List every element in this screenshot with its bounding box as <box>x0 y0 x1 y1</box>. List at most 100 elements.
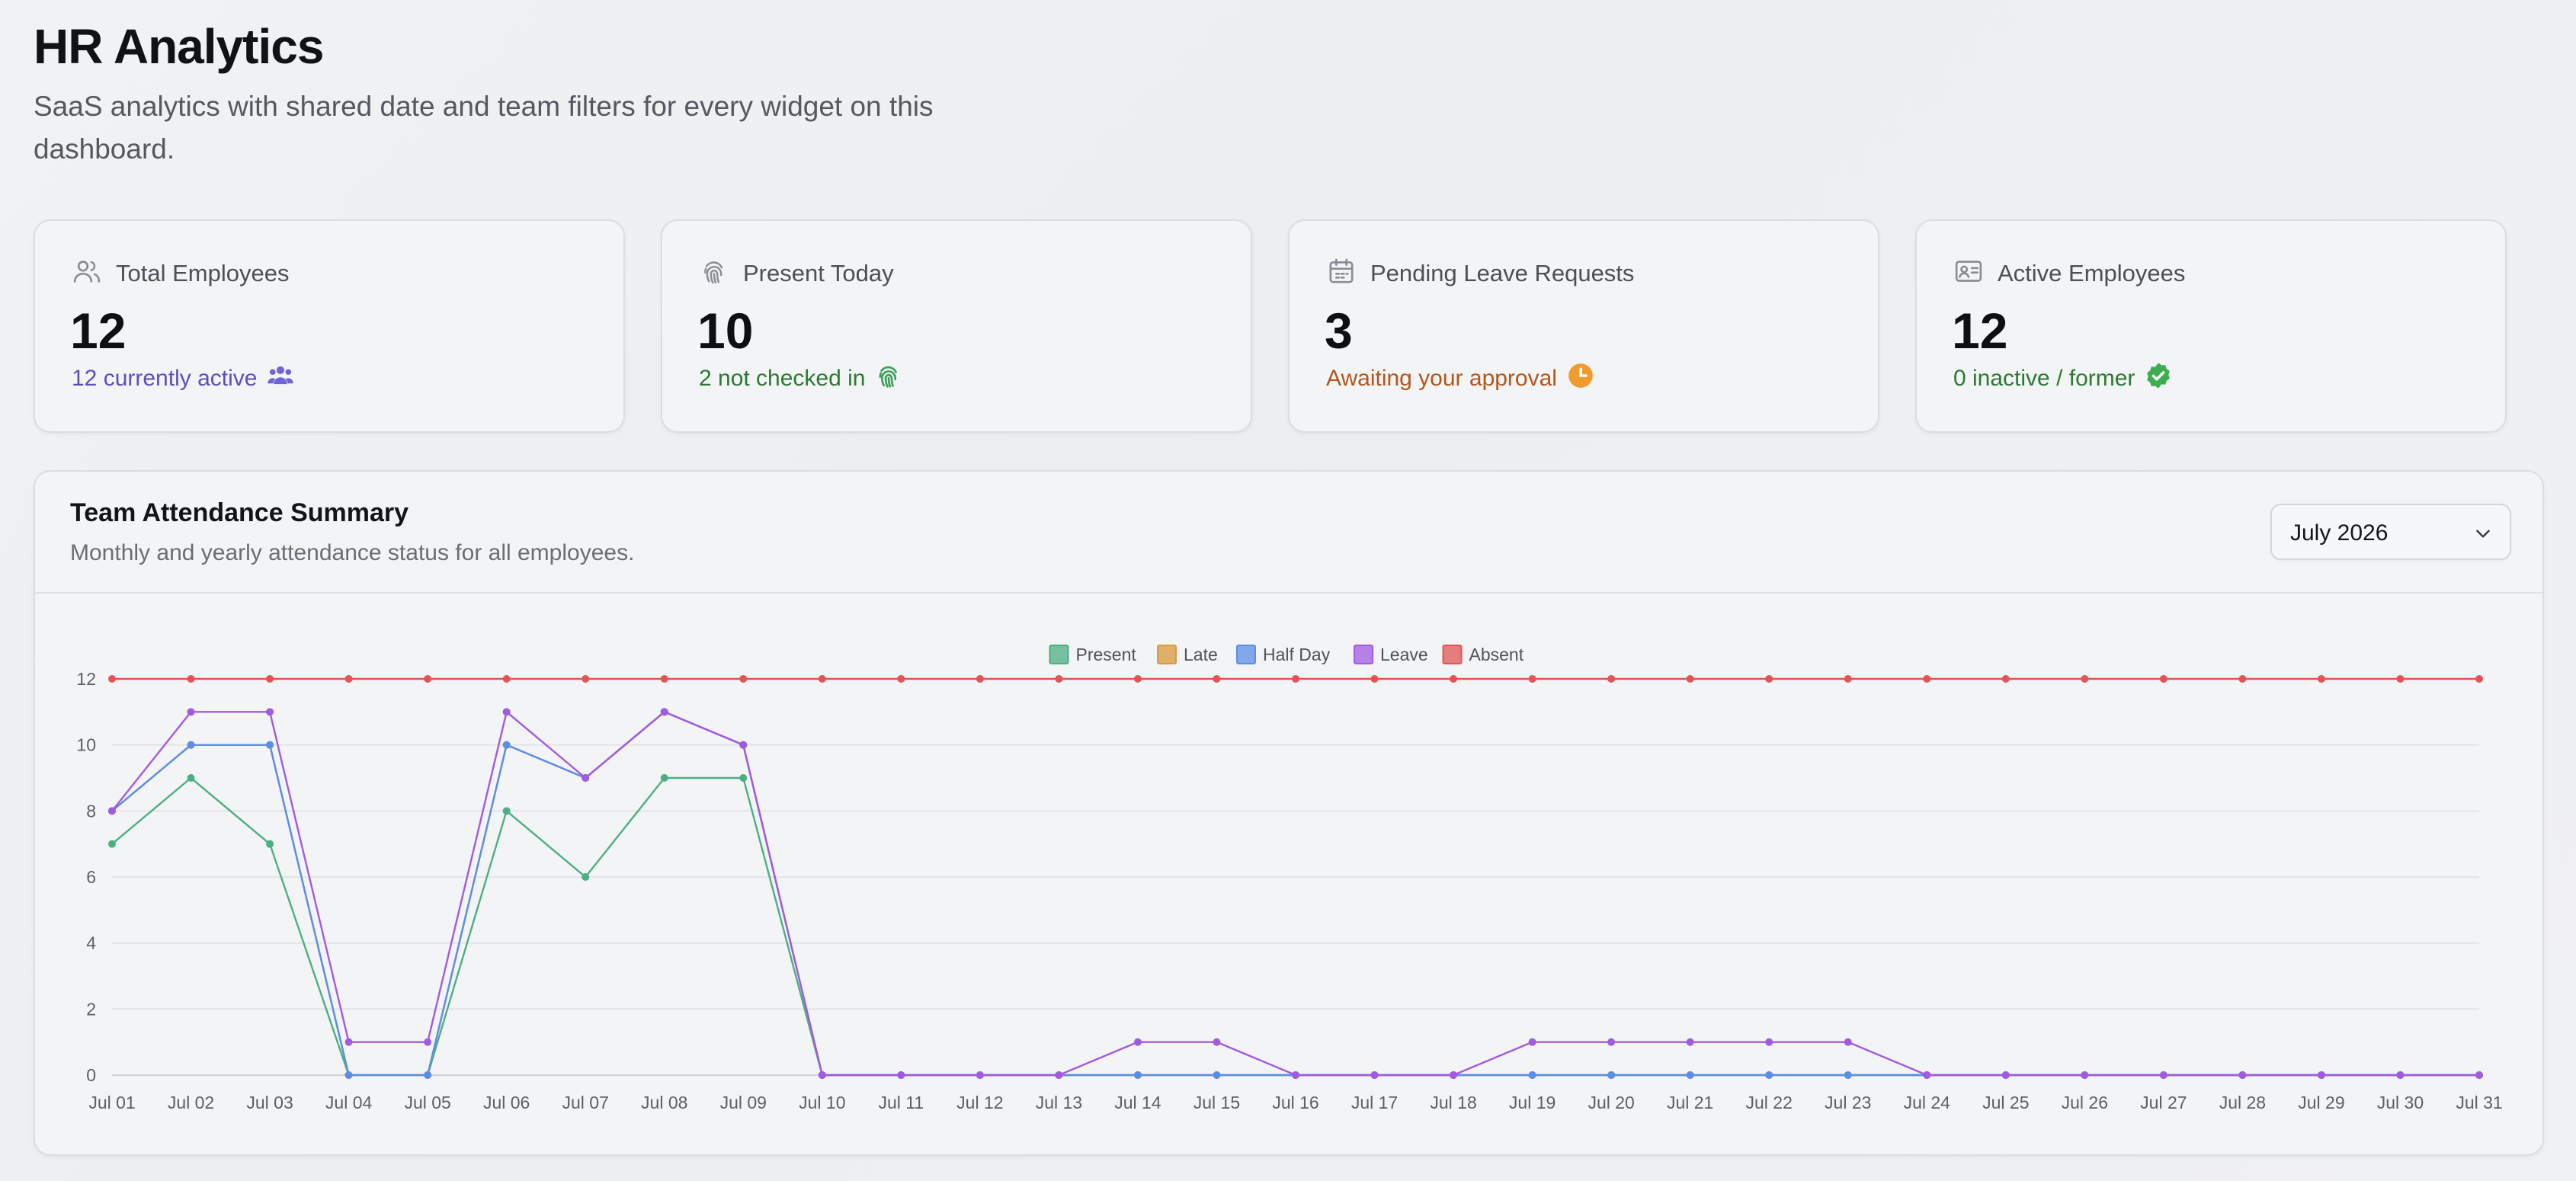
data-point <box>1844 1038 1852 1046</box>
data-point <box>2317 675 2325 683</box>
data-point <box>660 774 668 782</box>
users-icon <box>72 256 102 290</box>
data-point <box>818 675 826 683</box>
y-tick-label: 6 <box>86 867 96 887</box>
stat-sub-text: Awaiting your approval <box>1326 366 1557 391</box>
data-point <box>2238 675 2247 683</box>
data-point <box>1528 1038 1536 1046</box>
data-point <box>2081 1071 2089 1079</box>
data-point <box>660 675 668 683</box>
data-point <box>2159 675 2167 683</box>
data-point <box>660 708 668 716</box>
data-point <box>976 675 984 683</box>
x-tick-label: Jul 26 <box>2062 1093 2108 1112</box>
data-point <box>1055 675 1063 683</box>
x-tick-label: Jul 11 <box>878 1093 924 1112</box>
data-point <box>1370 675 1379 683</box>
x-tick-label: Jul 28 <box>2219 1093 2266 1112</box>
data-point <box>1133 1038 1142 1046</box>
legend-swatch <box>1442 645 1463 664</box>
data-point <box>2475 1071 2483 1079</box>
data-point <box>2001 1071 2010 1079</box>
data-point <box>1450 1071 1458 1079</box>
data-point <box>582 873 590 881</box>
x-tick-label: Jul 02 <box>168 1093 214 1112</box>
stat-sub-text: 2 not checked in <box>699 366 866 391</box>
series-line <box>111 776 2479 1077</box>
calendar-icon <box>1326 256 1357 290</box>
data-point <box>582 774 590 782</box>
data-point <box>1923 675 1931 683</box>
legend-swatch <box>1354 645 1373 664</box>
id-card-icon <box>1953 256 1984 290</box>
data-point <box>897 675 905 683</box>
x-tick-label: Jul 21 <box>1667 1093 1713 1112</box>
data-point <box>1923 1071 1931 1079</box>
data-point <box>582 675 590 683</box>
page-title: HR Analytics <box>34 19 324 74</box>
data-point <box>1528 675 1536 683</box>
series-line <box>111 711 2479 1077</box>
data-point <box>1844 1071 1852 1079</box>
data-point <box>1686 675 1694 683</box>
data-point <box>1133 675 1142 683</box>
x-tick-label: Jul 13 <box>1036 1093 1082 1112</box>
series-line <box>111 711 2479 1077</box>
data-point <box>1765 1071 1773 1079</box>
data-point <box>424 675 432 683</box>
data-point <box>2396 675 2405 683</box>
data-point <box>187 741 195 749</box>
y-tick-label: 2 <box>86 999 96 1019</box>
legend-label: Absent <box>1469 645 1524 664</box>
stat-label: Total Employees <box>116 259 290 286</box>
data-point <box>344 675 353 683</box>
stat-label: Present Today <box>743 259 894 286</box>
x-tick-label: Jul 17 <box>1351 1093 1398 1112</box>
data-point <box>2238 1071 2247 1079</box>
data-point <box>266 708 274 716</box>
x-tick-label: Jul 19 <box>1509 1093 1556 1112</box>
x-tick-label: Jul 09 <box>720 1093 767 1112</box>
data-point <box>108 807 116 815</box>
x-tick-label: Jul 10 <box>799 1093 845 1112</box>
x-tick-label: Jul 04 <box>325 1093 373 1112</box>
x-tick-label: Jul 25 <box>1982 1093 2029 1112</box>
data-point <box>818 1071 826 1079</box>
x-tick-label: Jul 06 <box>483 1093 530 1112</box>
stat-sub-text: 12 currently active <box>72 366 258 391</box>
fingerprint-icon <box>699 256 729 290</box>
data-point <box>1213 1038 1221 1046</box>
stat-value: 3 <box>1325 302 1353 359</box>
x-tick-label: Jul 03 <box>246 1093 293 1112</box>
attendance-line-chart: 0 2 4 6 8 10 12 Jul 01 Jul 02 Jul 03 Jul 04 Jul 05 J… <box>76 645 2503 1112</box>
chevron-down-icon <box>2476 530 2490 538</box>
data-point <box>2001 675 2010 683</box>
legend-swatch <box>1157 645 1177 664</box>
panel-title: Team Attendance Summary <box>70 498 409 527</box>
stat-label: Pending Leave Requests <box>1370 259 1635 286</box>
y-tick-label: 12 <box>76 669 96 689</box>
data-point <box>502 807 511 815</box>
data-point <box>1213 675 1221 683</box>
legend-label: Late <box>1184 645 1218 664</box>
y-tick-label: 8 <box>86 801 96 821</box>
y-tick-label: 4 <box>86 933 96 953</box>
data-point <box>1765 675 1773 683</box>
data-point <box>502 675 511 683</box>
x-tick-label: Jul 16 <box>1272 1093 1318 1112</box>
month-select[interactable]: July 2026 <box>2270 504 2511 560</box>
stat-label: Active Employees <box>1998 259 2186 286</box>
data-point <box>2475 675 2483 683</box>
data-point <box>1292 675 1299 683</box>
stat-value: 12 <box>1952 302 2008 359</box>
panel-description: Monthly and yearly attendance status for… <box>70 540 635 565</box>
data-point <box>2317 1071 2325 1079</box>
data-point <box>266 675 274 683</box>
x-tick-label: Jul 07 <box>562 1093 609 1112</box>
data-point <box>739 774 748 782</box>
x-tick-label: Jul 01 <box>88 1093 135 1112</box>
stat-card-present-today: Present Today 10 2 not checked in <box>661 219 1252 433</box>
data-point <box>1686 1038 1694 1046</box>
data-point <box>897 1071 905 1079</box>
x-tick-label: Jul 22 <box>1746 1093 1793 1112</box>
